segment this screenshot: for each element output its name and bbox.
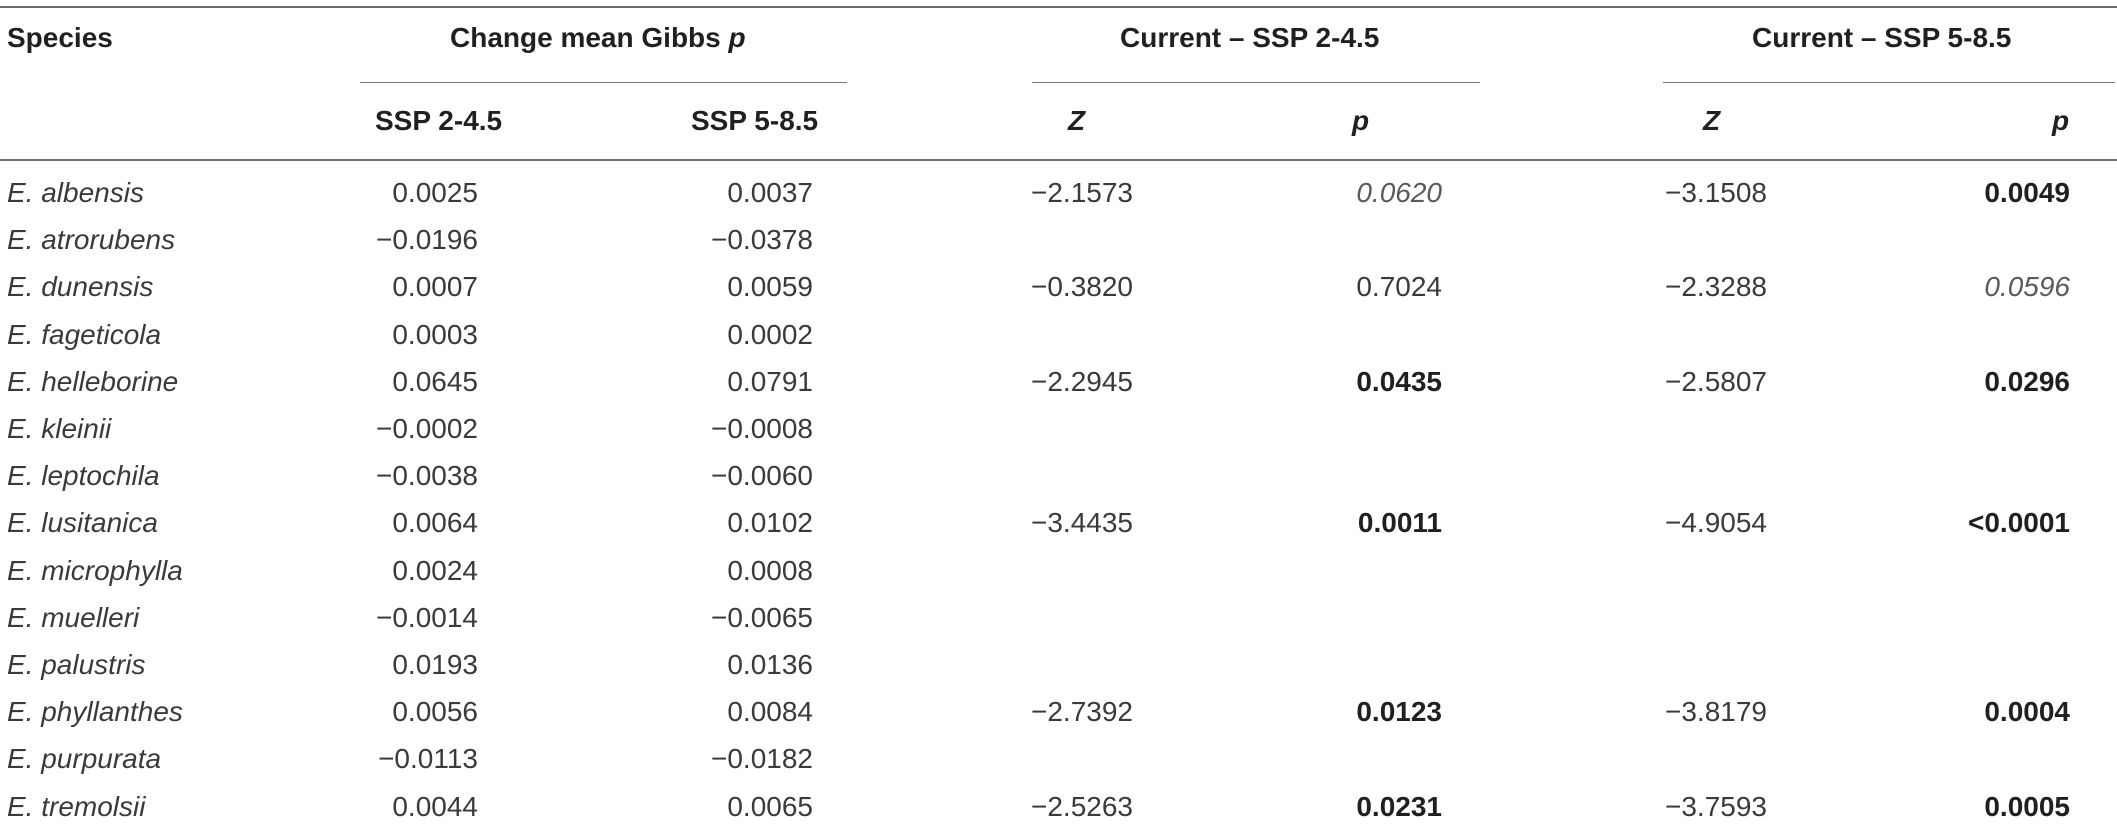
cell-change-ssp585: 0.0065 [727, 791, 813, 822]
cell-change-ssp585: 0.0791 [727, 366, 813, 397]
cell-species: E. palustris [7, 649, 146, 680]
cell-species: E. microphylla [7, 555, 183, 586]
table-top-rule [0, 6, 2117, 8]
header-species: Species [7, 22, 113, 53]
cell-species: E. muelleri [7, 602, 140, 633]
header-change-group-label: Change mean Gibbs [450, 22, 721, 53]
cell-species: E. albensis [7, 177, 144, 208]
subheader-p2: p [2052, 104, 2069, 138]
subheader-p2-text: p [2052, 105, 2070, 136]
cell-z-ssp245: −2.1573 [1031, 177, 1133, 208]
cell-change-ssp585: 0.0136 [727, 649, 813, 680]
cell-change-ssp245: 0.0064 [392, 507, 478, 538]
header-ssp585-group: Current – SSP 5-8.5 [1752, 22, 2012, 53]
cell-change-ssp245: 0.0044 [392, 791, 478, 822]
cell-z-ssp245: −2.5263 [1031, 791, 1133, 822]
cell-z-ssp585: −2.3288 [1665, 271, 1767, 302]
cell-change-ssp585: −0.0182 [711, 743, 813, 774]
cell-z-ssp585: −2.5807 [1665, 366, 1767, 397]
cell-p-ssp585: <0.0001 [1968, 507, 2070, 538]
cell-z-ssp245: −2.2945 [1031, 366, 1133, 397]
cell-change-ssp585: 0.0084 [727, 696, 813, 727]
change-group-rule [360, 82, 847, 83]
header-ssp245-group: Current – SSP 2-4.5 [1120, 22, 1380, 53]
subheader-ssp585: SSP 5-8.5 [691, 105, 819, 136]
subheader-p1: p [1352, 104, 1369, 138]
subheader-z1: Z [1068, 104, 1085, 138]
cell-species: E. purpurata [7, 743, 162, 774]
cell-z-ssp245: −2.7392 [1031, 696, 1133, 727]
cell-change-ssp245: 0.0007 [392, 271, 478, 302]
cell-p-ssp245: 0.0011 [1357, 507, 1442, 538]
subheader-p1-text: p [1352, 105, 1370, 136]
cell-species: E. leptochila [7, 460, 160, 491]
cell-species: E. dunensis [7, 271, 154, 302]
cell-p-ssp585: 0.0004 [1984, 696, 2070, 727]
cell-z-ssp585: −4.9054 [1665, 507, 1767, 538]
cell-change-ssp245: −0.0196 [376, 224, 478, 255]
cell-species: E. atrorubens [7, 224, 176, 255]
cell-change-ssp585: −0.0065 [711, 602, 813, 633]
cell-species: E. kleinii [7, 413, 112, 444]
cell-change-ssp585: −0.0060 [711, 460, 813, 491]
header-change-group-var: p [728, 22, 746, 53]
cell-p-ssp245: 0.0123 [1356, 696, 1442, 727]
cell-p-ssp245: 0.0435 [1356, 366, 1442, 397]
cell-change-ssp585: −0.0378 [711, 224, 813, 255]
cell-change-ssp245: −0.0014 [376, 602, 478, 633]
cell-z-ssp245: −0.3820 [1031, 271, 1133, 302]
cell-z-ssp245: −3.4435 [1031, 507, 1133, 538]
cell-z-ssp585: −3.1508 [1665, 177, 1767, 208]
cell-z-ssp585: −3.8179 [1665, 696, 1767, 727]
cell-species: E. tremolsii [7, 791, 146, 822]
cell-species: E. helleborine [7, 366, 179, 397]
cell-change-ssp245: 0.0025 [392, 177, 478, 208]
subheader-z2-text: Z [1703, 105, 1721, 136]
cell-change-ssp585: 0.0037 [727, 177, 813, 208]
cell-change-ssp585: −0.0008 [711, 413, 813, 444]
header-bottom-rule [0, 159, 2117, 161]
cell-change-ssp245: 0.0003 [392, 319, 478, 350]
cell-change-ssp585: 0.0002 [727, 319, 813, 350]
cell-species: E. lusitanica [7, 507, 158, 538]
cell-change-ssp245: 0.0645 [392, 366, 478, 397]
ssp245-group-rule [1032, 82, 1480, 83]
cell-p-ssp585: 0.0005 [1984, 791, 2070, 822]
cell-change-ssp245: −0.0113 [378, 743, 478, 774]
cell-change-ssp245: −0.0002 [376, 413, 478, 444]
cell-p-ssp245: 0.0620 [1356, 177, 1442, 208]
header-change-group: Change mean Gibbs p [450, 21, 746, 55]
ssp585-group-rule [1663, 82, 2115, 83]
cell-change-ssp585: 0.0059 [727, 271, 813, 302]
cell-change-ssp245: −0.0038 [376, 460, 478, 491]
cell-p-ssp245: 0.7024 [1356, 271, 1442, 302]
cell-p-ssp245: 0.0231 [1356, 791, 1442, 822]
cell-p-ssp585: 0.0296 [1984, 366, 2070, 397]
cell-change-ssp585: 0.0008 [727, 555, 813, 586]
subheader-ssp245: SSP 2-4.5 [375, 105, 503, 136]
cell-species: E. phyllanthes [7, 696, 183, 727]
cell-change-ssp245: 0.0056 [392, 696, 478, 727]
cell-change-ssp245: 0.0193 [392, 649, 478, 680]
cell-p-ssp585: 0.0049 [1984, 177, 2070, 208]
subheader-z2: Z [1703, 104, 1720, 138]
cell-change-ssp245: 0.0024 [392, 555, 478, 586]
subheader-z1-text: Z [1068, 105, 1086, 136]
cell-change-ssp585: 0.0102 [727, 507, 813, 538]
cell-species: E. fageticola [7, 319, 162, 350]
cell-p-ssp585: 0.0596 [1984, 271, 2070, 302]
cell-z-ssp585: −3.7593 [1665, 791, 1767, 822]
